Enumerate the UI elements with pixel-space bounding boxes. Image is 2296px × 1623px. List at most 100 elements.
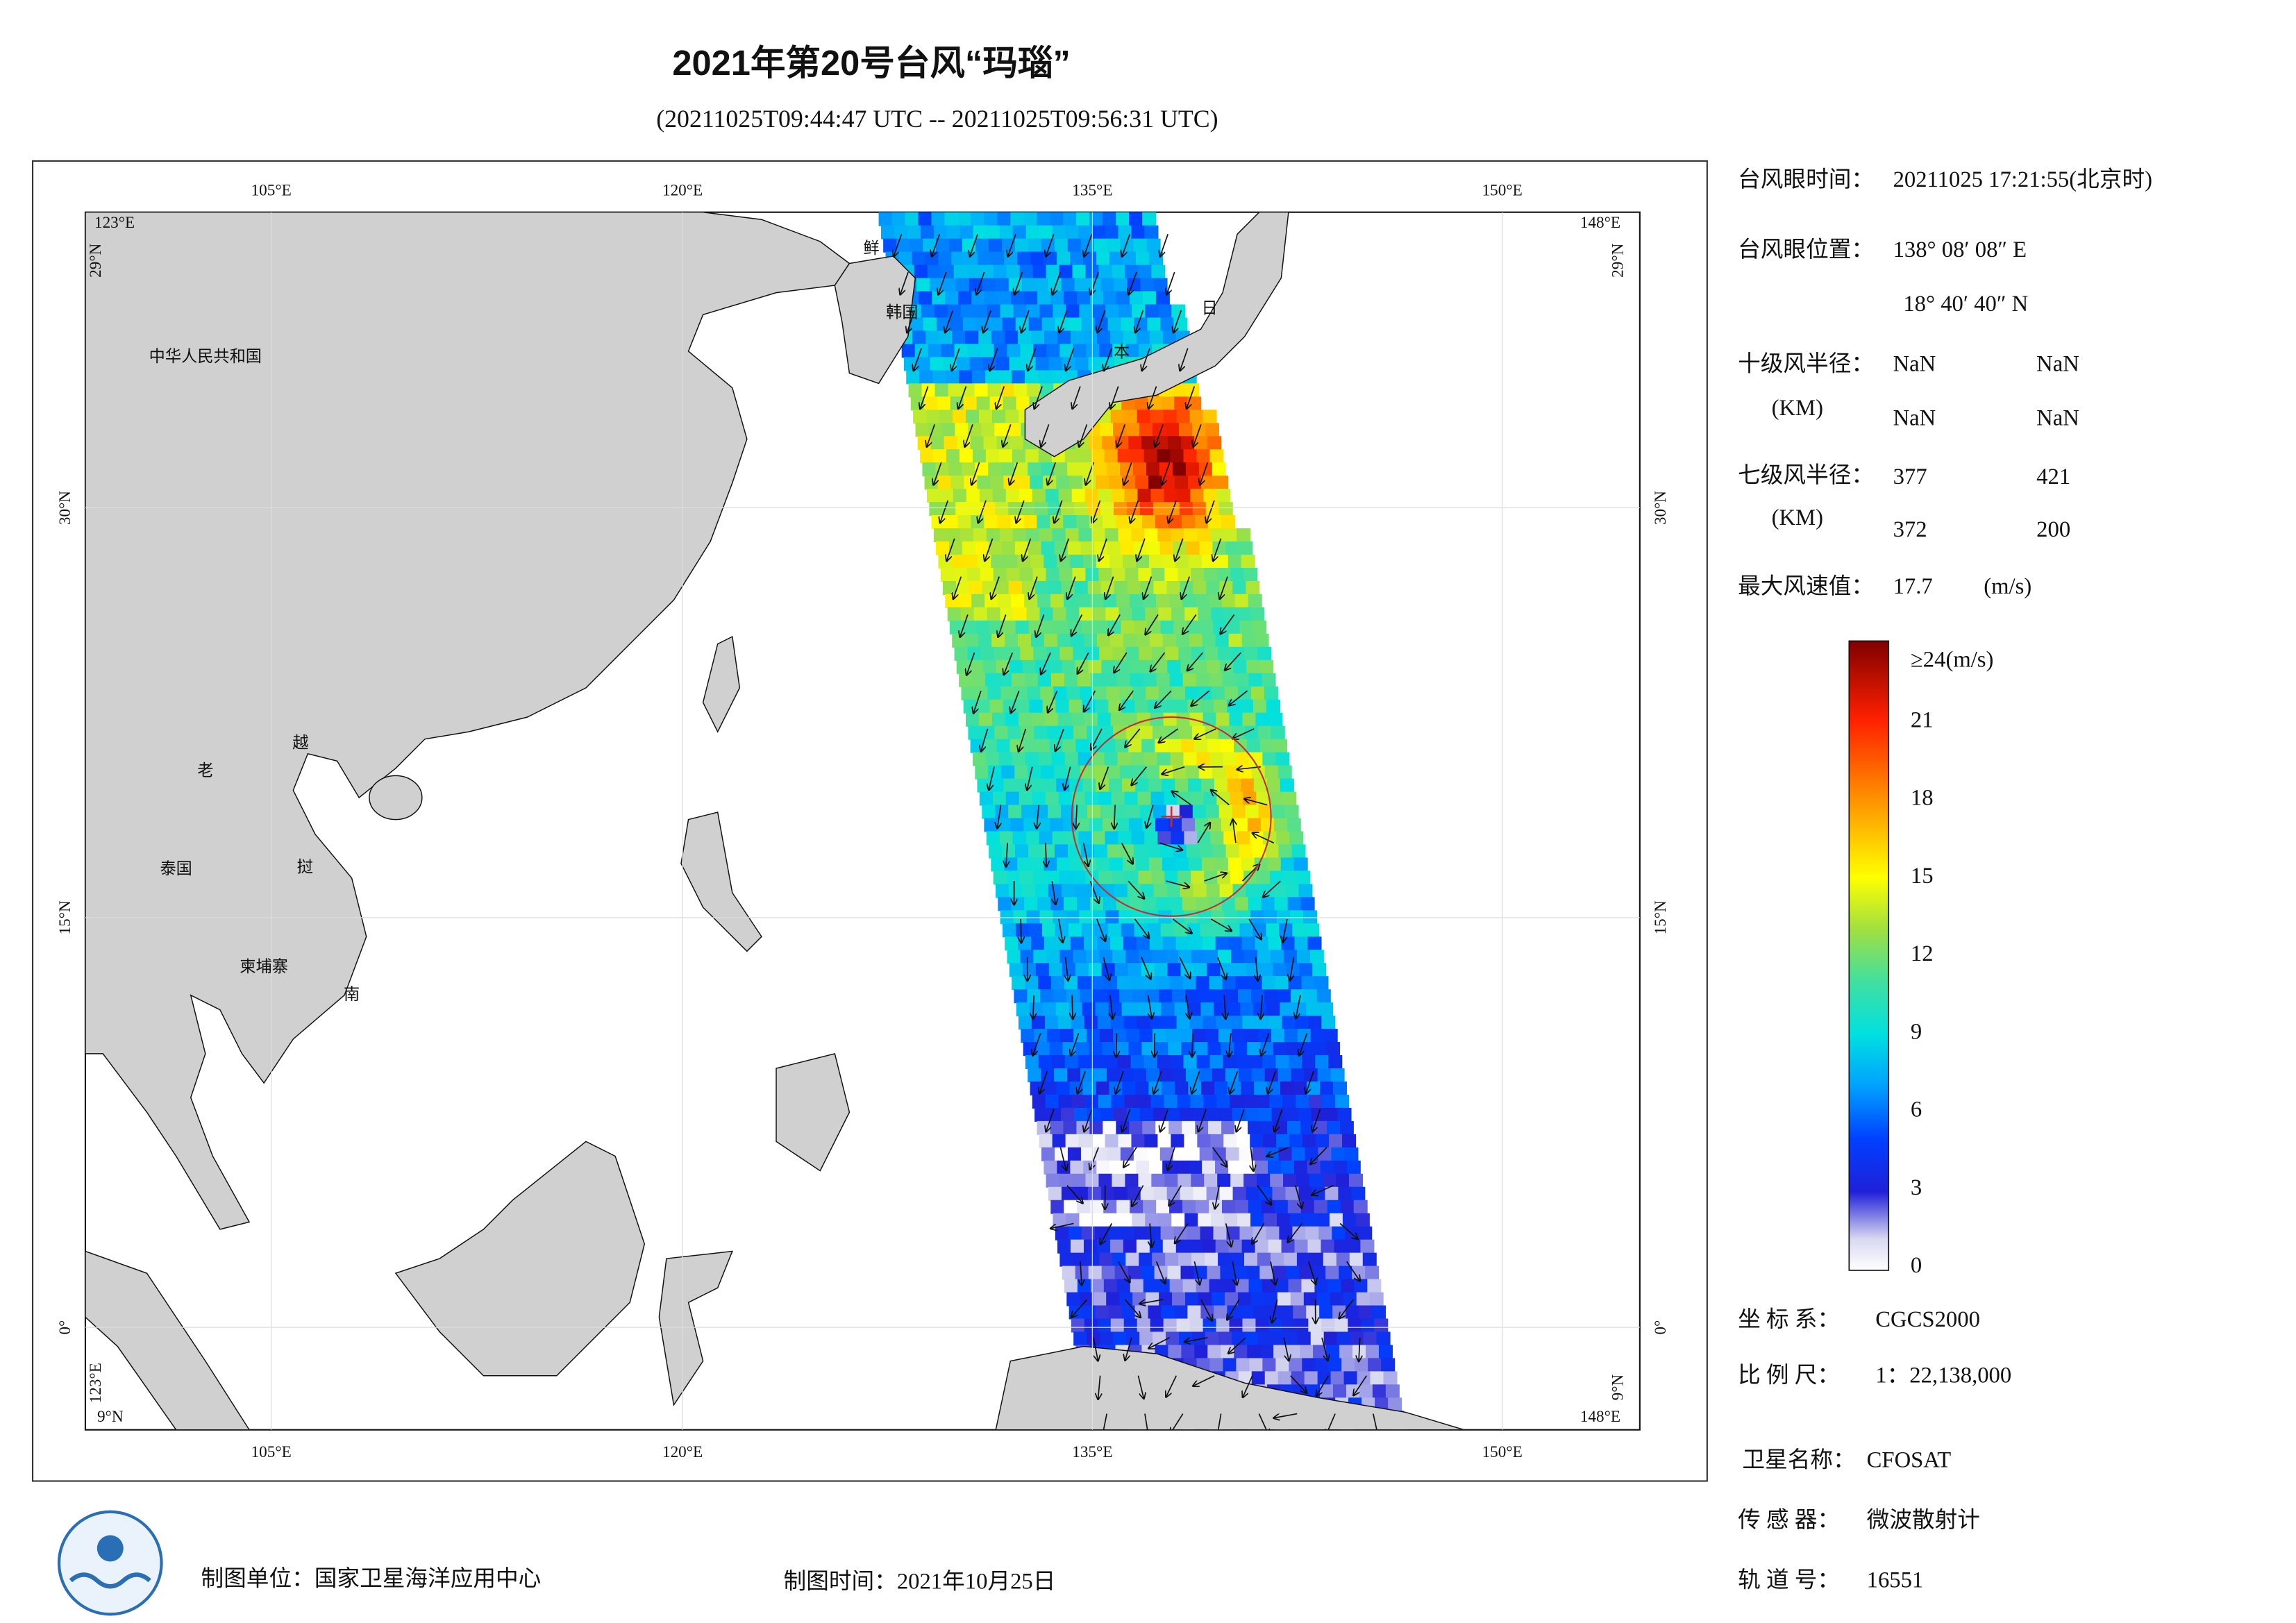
swath-cell — [1128, 436, 1143, 451]
swath-cell — [1172, 765, 1187, 780]
swath-cell — [1100, 884, 1115, 898]
swath-cell — [1305, 1147, 1319, 1161]
swath-cell — [1252, 923, 1267, 938]
swath-cell — [1284, 805, 1299, 819]
swath-cell — [1223, 752, 1237, 766]
swath-cell — [1113, 423, 1128, 437]
swath-cell — [1019, 264, 1034, 279]
swath-cell — [1143, 1279, 1157, 1293]
swath-cell — [1067, 462, 1082, 477]
swath-cell — [1162, 1239, 1177, 1254]
wind-arrow — [1079, 424, 1088, 446]
swath-cell — [997, 212, 1012, 226]
swath-cell — [1148, 857, 1164, 872]
swath-cell — [1058, 791, 1073, 806]
swath-cell — [1222, 976, 1237, 991]
swath-cell — [1346, 1160, 1361, 1175]
swath-cell — [1136, 1239, 1150, 1254]
swath-cell — [1110, 1318, 1125, 1333]
swath-cell — [1275, 752, 1290, 766]
swath-cell — [1278, 844, 1293, 859]
swath-cell — [1025, 1055, 1039, 1070]
colorbar-tick-label: 21 — [1911, 707, 1934, 732]
swath-cell — [1120, 1147, 1134, 1161]
swath-cell — [1057, 1016, 1072, 1030]
swath-cell — [1146, 765, 1160, 780]
wind-arrow — [1306, 1070, 1314, 1093]
swath-cell — [973, 528, 987, 543]
swath-cell — [1066, 1292, 1081, 1306]
swath-cell — [1265, 844, 1280, 859]
swath-cell — [968, 725, 982, 740]
swath-cell — [878, 212, 893, 226]
swath-cell — [1054, 238, 1069, 253]
swath-cell — [1209, 1055, 1224, 1070]
wind-arrow — [1117, 424, 1126, 446]
swath-cell — [1231, 1029, 1246, 1043]
swath-cell — [1166, 580, 1181, 595]
swath-cell — [1372, 1305, 1386, 1320]
swath-cell — [1359, 1305, 1373, 1320]
swath-cell — [1282, 1318, 1296, 1333]
swath-cell — [1244, 1029, 1259, 1043]
swath-cell — [1028, 462, 1042, 477]
wind-arrow — [1346, 1261, 1360, 1281]
wind-arrow — [1092, 500, 1101, 523]
swath-cell — [1078, 1055, 1092, 1070]
swath-cell — [1211, 1213, 1225, 1227]
wind-arrow — [1023, 538, 1032, 561]
swath-cell — [1155, 897, 1170, 911]
wind-arrow — [991, 576, 1000, 599]
wind-arrow — [1066, 957, 1069, 981]
swath-cell — [1091, 1055, 1105, 1070]
swath-cell — [1086, 1252, 1100, 1267]
swath-cell — [1171, 528, 1185, 543]
swath-cell — [1083, 1239, 1098, 1254]
swath-cell — [1023, 818, 1038, 832]
swath-cell — [1098, 1094, 1112, 1109]
swath-cell — [1321, 1016, 1336, 1030]
swath-cell — [1196, 449, 1211, 464]
swath-cell — [1092, 607, 1107, 621]
swath-cell — [1181, 515, 1196, 530]
swath-cell — [1118, 225, 1132, 239]
swath-cell — [1050, 897, 1065, 911]
wind-arrow — [1103, 957, 1109, 980]
swath-cell — [1049, 1042, 1064, 1057]
swath-cell — [1326, 1345, 1341, 1359]
swath-cell — [1168, 897, 1183, 911]
swath-cell — [1061, 580, 1075, 595]
swath-cell — [948, 238, 964, 253]
swath-cell — [953, 567, 968, 582]
swath-cell — [1146, 1147, 1161, 1161]
swath-cell — [992, 489, 1007, 503]
land-mainland — [85, 212, 850, 1230]
swath-cell — [1162, 555, 1176, 569]
swath-cell — [1225, 541, 1240, 556]
swath-cell — [1096, 330, 1111, 345]
wind-arrow — [1268, 1070, 1277, 1093]
swath-cell — [1067, 1068, 1082, 1083]
wind-arrow — [1008, 234, 1016, 256]
swath-cell — [1219, 884, 1234, 898]
swath-cell — [981, 423, 996, 437]
swath-cell — [1196, 1055, 1211, 1070]
swath-cell — [941, 344, 955, 358]
swath-cell — [1216, 1318, 1230, 1333]
swath-cell — [1273, 818, 1288, 832]
swath-cell — [1070, 633, 1085, 648]
colorbar — [1848, 640, 1890, 1271]
swath-cell — [1157, 528, 1172, 543]
subtitle: (20211025T09:44:47 UTC -- 20211025T09:56… — [656, 105, 1218, 133]
info-value: 1：22,138,000 — [1875, 1363, 2011, 1388]
wind-arrow — [1263, 880, 1281, 897]
swath-cell — [912, 251, 926, 266]
wind-arrow — [1058, 918, 1063, 942]
swath-cell — [1152, 950, 1166, 964]
swath-cell — [1141, 436, 1156, 451]
info-label: 台风眼位置： — [1738, 237, 1874, 262]
swath-cell — [1002, 844, 1016, 859]
swath-cell — [1299, 1265, 1314, 1280]
swath-cell — [1148, 699, 1162, 714]
swath-cell — [1207, 963, 1221, 977]
